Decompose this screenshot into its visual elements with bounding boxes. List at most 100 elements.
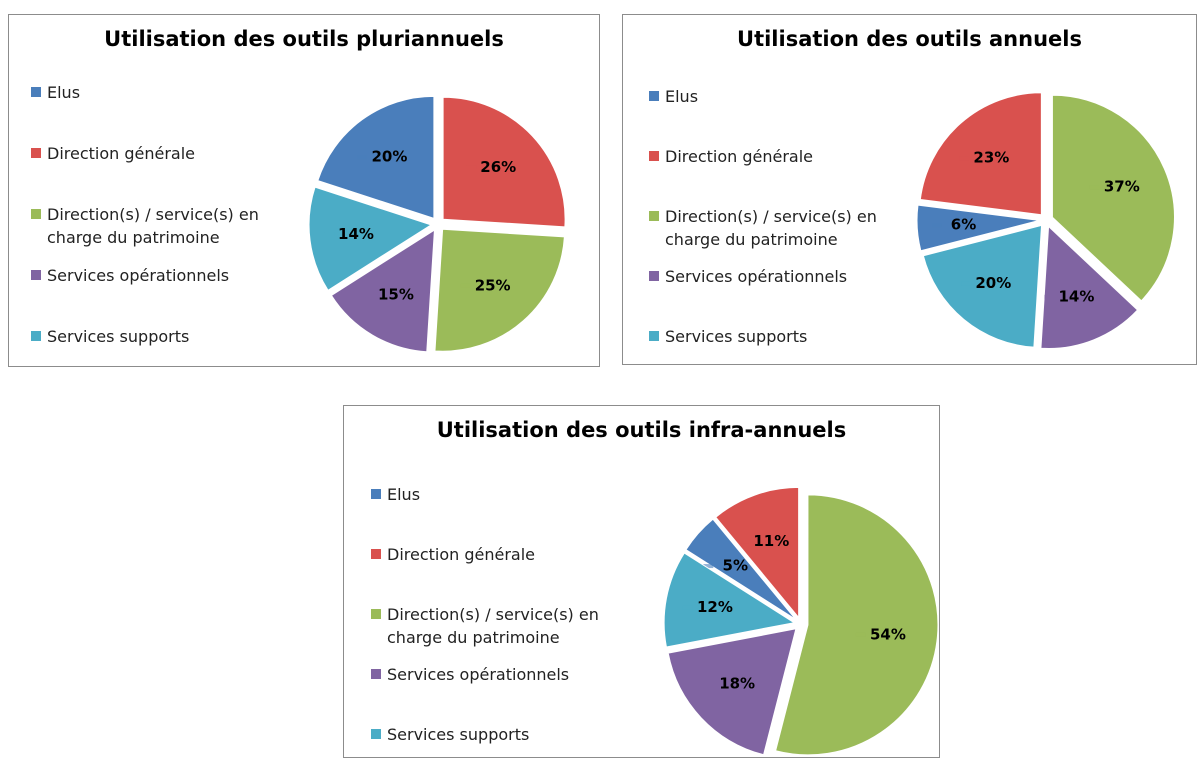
pie-slice <box>922 224 1043 348</box>
legend-label: Direction générale <box>387 545 536 564</box>
legend-item: Direction(s) / service(s) en charge du p… <box>371 603 631 649</box>
data-label: 6% <box>951 216 976 234</box>
legend-label: Services supports <box>387 725 530 744</box>
legend-label: Services opérationnels <box>47 266 230 285</box>
data-label: 54% <box>870 625 906 643</box>
legend-label: Direction générale <box>665 147 814 166</box>
pie-slice <box>434 228 565 352</box>
legend-item: Elus <box>649 85 909 108</box>
data-label: 15% <box>378 286 414 304</box>
legend-item: Services opérationnels <box>371 663 631 686</box>
legend-swatch <box>649 211 659 221</box>
data-label: 20% <box>975 274 1011 292</box>
pie-slice <box>1040 225 1139 350</box>
pie-slice <box>330 229 435 353</box>
data-label: 14% <box>1058 287 1094 305</box>
chart-title: Utilisation des outils pluriannuels <box>104 27 504 51</box>
legend-item: Direction générale <box>649 145 909 168</box>
label-marker <box>324 232 335 237</box>
legend-swatch <box>649 271 659 281</box>
legend-swatch <box>31 209 41 219</box>
label-marker <box>357 155 368 160</box>
pie-slice <box>667 628 797 756</box>
label-marker <box>363 293 374 298</box>
pie-slice <box>775 494 939 756</box>
legend-swatch <box>649 151 659 161</box>
legend-item: Elus <box>31 81 291 104</box>
legend-swatch <box>371 549 381 559</box>
legend-label: Elus <box>665 87 699 106</box>
data-label: 12% <box>697 598 733 616</box>
data-label: 5% <box>723 557 748 575</box>
legend-item: Services opérationnels <box>31 264 291 287</box>
legend-item: Direction générale <box>371 543 631 566</box>
pie-slice <box>442 96 566 228</box>
pie-slice <box>308 186 433 291</box>
legend-label: Services opérationnels <box>665 267 848 286</box>
chart: Utilisation des outils infra-annuels 5% 11… <box>343 405 940 758</box>
label-marker <box>682 605 693 610</box>
legend-swatch <box>31 87 41 97</box>
label-marker <box>1089 185 1100 190</box>
legend-item: Services opérationnels <box>649 265 909 288</box>
legend-item: Elus <box>371 483 631 506</box>
chart: Utilisation des outils pluriannuels 20% 26… <box>8 14 600 367</box>
chart-title: Utilisation des outils annuels <box>737 27 1082 51</box>
label-marker <box>703 564 714 569</box>
pie-slice <box>317 95 435 220</box>
pie-slice <box>916 204 1040 252</box>
legend-label: Elus <box>387 485 421 504</box>
data-label: 18% <box>719 674 755 692</box>
data-label: 11% <box>753 532 789 550</box>
pie-slice <box>715 486 800 619</box>
legend-label: Direction(s) / service(s) en charge du p… <box>47 205 259 247</box>
pie: 5% 11% 54% 18% 12% <box>663 486 939 756</box>
legend-label: Elus <box>47 83 81 102</box>
legend-swatch <box>371 609 381 619</box>
pie-slice <box>919 92 1042 216</box>
legend-swatch <box>371 489 381 499</box>
data-label: 26% <box>480 158 516 176</box>
chart: Utilisation des outils annuels 6% 23% 37% 14… <box>622 14 1197 365</box>
legend-item: Services supports <box>649 325 909 348</box>
label-marker <box>959 156 970 161</box>
pie-slice <box>1051 94 1175 302</box>
legend-item: Direction(s) / service(s) en charge du p… <box>649 205 909 251</box>
legend-swatch <box>371 729 381 739</box>
legend-label: Direction(s) / service(s) en charge du p… <box>387 605 599 647</box>
data-label: 23% <box>973 149 1009 167</box>
legend-label: Services opérationnels <box>387 665 570 684</box>
pie: 20% 26% 25% 15% 14% <box>308 95 566 353</box>
data-label: 25% <box>475 276 511 294</box>
label-marker <box>705 681 716 686</box>
data-label: 20% <box>371 148 407 166</box>
legend-item: Direction générale <box>31 142 291 165</box>
data-label: 14% <box>338 225 374 243</box>
pie: 6% 23% 37% 14% 20% <box>916 92 1175 350</box>
label-marker <box>460 283 471 288</box>
label-marker <box>1044 294 1055 299</box>
legend-swatch <box>649 331 659 341</box>
legend-label: Services supports <box>47 327 190 346</box>
label-marker <box>466 165 477 170</box>
legend-swatch <box>31 148 41 158</box>
legend-item: Direction(s) / service(s) en charge du p… <box>31 203 291 249</box>
legend-label: Services supports <box>665 327 808 346</box>
legend-swatch <box>31 331 41 341</box>
legend-label: Direction(s) / service(s) en charge du p… <box>665 207 877 249</box>
legend-label: Direction générale <box>47 144 196 163</box>
label-marker <box>961 281 972 286</box>
legend-item: Services supports <box>31 325 291 348</box>
chart-title: Utilisation des outils infra-annuels <box>436 418 847 442</box>
label-marker <box>739 539 750 544</box>
label-marker <box>855 632 866 637</box>
pie-slice <box>685 518 797 620</box>
label-marker <box>931 223 942 228</box>
legend-item: Services supports <box>371 723 631 746</box>
legend-swatch <box>371 669 381 679</box>
data-label: 37% <box>1104 178 1140 196</box>
legend-swatch <box>649 91 659 101</box>
legend-swatch <box>31 270 41 280</box>
pie-slice <box>663 552 796 648</box>
